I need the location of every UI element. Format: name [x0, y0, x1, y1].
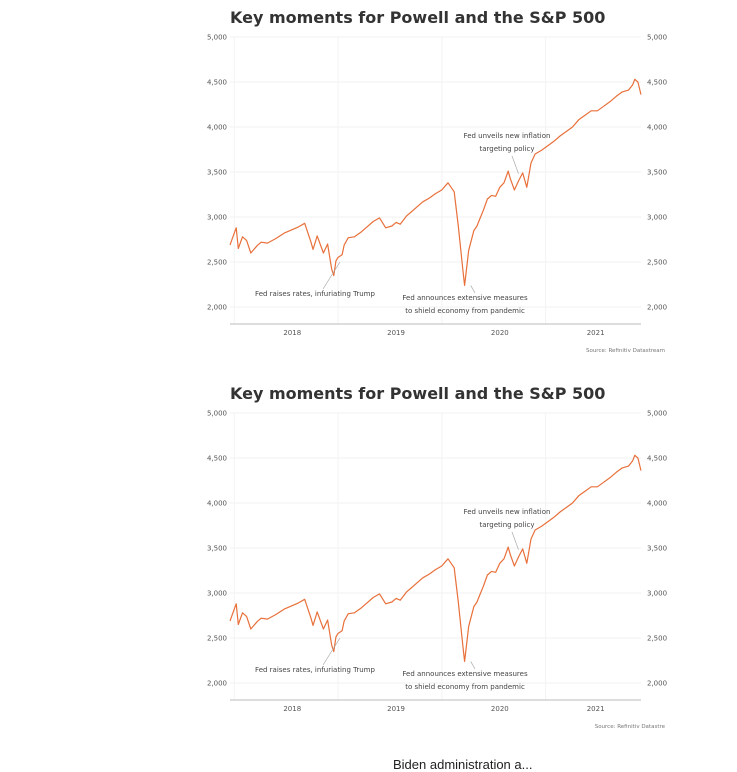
annotation-text: Fed announces extensive measures	[402, 670, 528, 678]
y-tick-label-right: 4,500	[647, 79, 667, 87]
y-tick-label-right: 2,000	[647, 680, 667, 688]
x-tick-label: 2018	[283, 329, 301, 337]
y-tick-label-left: 2,500	[207, 259, 227, 267]
y-tick-label-left: 2,500	[207, 635, 227, 643]
chart-2: Key moments for Powell and the S&P 500 5…	[0, 376, 737, 752]
y-tick-label-left: 4,500	[207, 79, 227, 87]
annotation-leader	[511, 155, 519, 174]
annotation-text: Fed raises rates, infuriating Trump	[255, 290, 375, 298]
y-tick-label-left: 3,500	[207, 169, 227, 177]
x-tick-label: 2018	[283, 705, 301, 713]
y-tick-label-right: 2,000	[647, 304, 667, 312]
y-tick-label-right: 3,000	[647, 214, 667, 222]
y-tick-label-right: 3,000	[647, 590, 667, 598]
y-tick-label-right: 5,000	[647, 34, 667, 42]
annotation-text: to shield economy from pandemic	[405, 307, 525, 315]
x-tick-label: 2021	[587, 329, 605, 337]
chart-plot: 5,000 5,000 4,500 4,500 4,000 4,000 3,500 3,500…	[207, 34, 667, 355]
y-tick-label-left: 5,000	[207, 34, 227, 42]
annotation-leader	[322, 637, 341, 666]
x-tick-label: 2019	[387, 329, 405, 337]
y-tick-label-left: 2,000	[207, 304, 227, 312]
y-tick-label-right: 2,500	[647, 259, 667, 267]
x-tick-label: 2020	[491, 329, 509, 337]
annotation-text: targeting policy	[480, 521, 535, 529]
annotation-text: Fed raises rates, infuriating Trump	[255, 666, 375, 674]
y-tick-label-left: 4,500	[207, 455, 227, 463]
y-tick-label-left: 2,000	[207, 680, 227, 688]
y-tick-label-right: 4,000	[647, 500, 667, 508]
y-tick-label-left: 4,000	[207, 500, 227, 508]
annotation-leader	[322, 261, 341, 290]
annotation-leader	[511, 531, 519, 550]
y-tick-label-left: 4,000	[207, 124, 227, 132]
y-tick-label-right: 4,000	[647, 124, 667, 132]
series-line-sp500	[229, 454, 642, 662]
y-tick-label-right: 2,500	[647, 635, 667, 643]
annotation-text: to shield economy from pandemic	[405, 683, 525, 691]
x-tick-label: 2019	[387, 705, 405, 713]
annotation-leader	[470, 661, 476, 670]
annotation-text: Fed unveils new inflation	[464, 508, 551, 516]
x-tick-label: 2021	[587, 705, 605, 713]
y-tick-label-right: 5,000	[647, 410, 667, 418]
chart-title: Key moments for Powell and the S&P 500	[230, 8, 606, 27]
y-tick-label-left: 3,000	[207, 214, 227, 222]
annotation-text: Fed unveils new inflation	[464, 132, 551, 140]
y-tick-label-left: 3,500	[207, 545, 227, 553]
annotation-leader	[470, 285, 476, 294]
source-note: Source: Refinitiv Datastream	[586, 348, 665, 354]
series-line-sp500	[229, 78, 642, 286]
annotation-text: targeting policy	[480, 145, 535, 153]
y-tick-label-left: 3,000	[207, 590, 227, 598]
source-note: Source: Refinitiv Datastre	[595, 724, 666, 730]
y-tick-label-left: 5,000	[207, 410, 227, 418]
chart-plot: 5,000 5,000 4,500 4,500 4,000 4,000 3,500 3,500…	[207, 410, 667, 731]
y-tick-label-right: 4,500	[647, 455, 667, 463]
annotation-text: Fed announces extensive measures	[402, 294, 528, 302]
y-tick-label-right: 3,500	[647, 545, 667, 553]
article-footer-text: Biden administration a...	[393, 757, 533, 772]
x-tick-label: 2020	[491, 705, 509, 713]
y-tick-label-right: 3,500	[647, 169, 667, 177]
chart-title: Key moments for Powell and the S&P 500	[230, 384, 606, 403]
chart-1: Key moments for Powell and the S&P 500 5…	[0, 0, 737, 376]
